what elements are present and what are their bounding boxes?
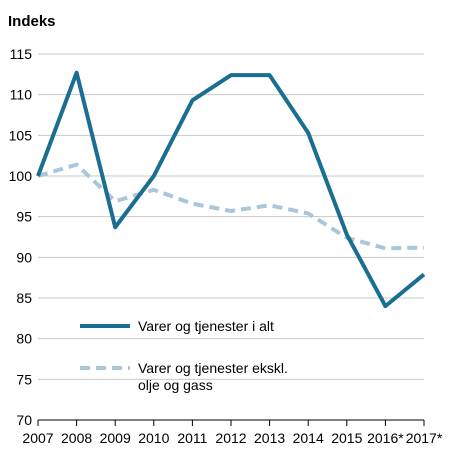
x-tick-label: 2017* xyxy=(406,430,443,446)
y-tick-label: 100 xyxy=(9,168,33,184)
x-tick-label: 2010 xyxy=(138,430,169,446)
legend-label: olje og gass xyxy=(138,377,213,393)
y-axis-ticks: 70 75 80 85 90 95 100 105 110 115 xyxy=(9,46,33,428)
legend-label: Varer og tjenester i alt xyxy=(138,318,274,334)
y-tick-label: 90 xyxy=(16,249,32,265)
legend: Varer og tjenester i alt Varer og tjenest… xyxy=(80,318,288,393)
x-tick-label: 2007 xyxy=(22,430,53,446)
x-tick-label: 2015 xyxy=(331,430,362,446)
y-tick-label: 70 xyxy=(16,412,32,428)
x-tick-label: 2014 xyxy=(293,430,324,446)
x-tick-label: 2013 xyxy=(254,430,285,446)
x-tick-label: 2016* xyxy=(367,430,404,446)
y-tick-label: 115 xyxy=(10,46,33,62)
series-line xyxy=(37,162,425,251)
x-tick-label: 2008 xyxy=(61,430,92,446)
x-axis-ticks: 2007 2008 2009 2010 2011 2012 2013 2014 2015 2016… xyxy=(22,420,443,446)
legend-label: Varer og tjenester ekskl. xyxy=(138,360,288,376)
x-tick-label: 2012 xyxy=(215,430,246,446)
y-tick-label: 105 xyxy=(9,127,33,143)
y-tick-label: 75 xyxy=(16,371,32,387)
series-line xyxy=(36,70,426,309)
y-tick-label: 80 xyxy=(16,331,32,347)
x-tick-label: 2009 xyxy=(100,430,131,446)
y-axis-title: Indeks xyxy=(8,13,56,30)
x-tick-label: 2011 xyxy=(177,430,207,446)
y-tick-label: 85 xyxy=(16,290,32,306)
y-tick-label: 110 xyxy=(10,87,33,103)
series-lines xyxy=(36,70,426,309)
y-tick-label: 95 xyxy=(16,209,32,225)
